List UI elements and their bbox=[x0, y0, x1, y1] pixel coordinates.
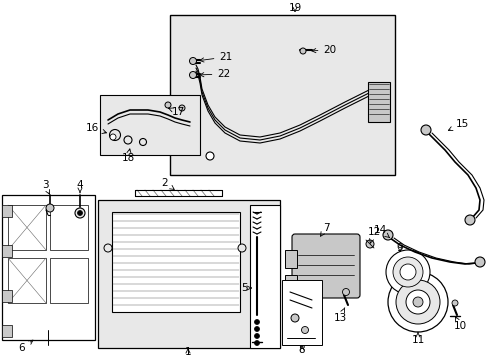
Text: 5: 5 bbox=[241, 283, 251, 293]
Text: 6: 6 bbox=[19, 340, 33, 353]
Bar bbox=[2, 290, 12, 302]
Circle shape bbox=[412, 297, 422, 307]
Text: 16: 16 bbox=[85, 123, 106, 134]
Circle shape bbox=[254, 333, 259, 338]
Circle shape bbox=[405, 290, 429, 314]
Circle shape bbox=[474, 257, 484, 267]
Text: 11: 11 bbox=[410, 332, 424, 345]
Bar bbox=[249, 205, 280, 348]
Bar bbox=[285, 250, 296, 268]
Circle shape bbox=[382, 230, 392, 240]
Bar bbox=[98, 200, 280, 348]
Bar bbox=[50, 205, 88, 250]
Text: 17: 17 bbox=[168, 107, 184, 117]
Circle shape bbox=[399, 264, 415, 280]
Circle shape bbox=[395, 280, 439, 324]
Text: 12: 12 bbox=[366, 227, 380, 243]
Bar bbox=[2, 205, 12, 217]
Circle shape bbox=[385, 250, 429, 294]
Circle shape bbox=[420, 125, 430, 135]
Circle shape bbox=[77, 211, 82, 216]
Bar bbox=[285, 275, 296, 290]
Text: 9: 9 bbox=[396, 243, 403, 253]
Text: 7: 7 bbox=[320, 223, 328, 236]
FancyBboxPatch shape bbox=[291, 234, 359, 298]
Bar bbox=[282, 280, 321, 345]
Text: 21: 21 bbox=[199, 52, 232, 62]
Circle shape bbox=[139, 139, 146, 145]
Bar bbox=[2, 325, 12, 337]
Bar bbox=[170, 15, 394, 175]
Circle shape bbox=[179, 105, 184, 111]
Circle shape bbox=[342, 288, 349, 296]
Circle shape bbox=[464, 215, 474, 225]
Text: 13: 13 bbox=[333, 308, 346, 323]
Bar bbox=[8, 205, 46, 250]
Text: 20: 20 bbox=[311, 45, 336, 55]
Circle shape bbox=[109, 130, 120, 140]
Circle shape bbox=[46, 204, 54, 212]
Text: 15: 15 bbox=[447, 119, 468, 131]
Circle shape bbox=[110, 134, 116, 140]
Circle shape bbox=[365, 240, 373, 248]
Text: 18: 18 bbox=[121, 149, 134, 163]
Bar bbox=[2, 245, 12, 257]
Bar bbox=[367, 82, 389, 122]
Bar bbox=[2, 195, 95, 340]
Text: 1: 1 bbox=[184, 347, 191, 357]
Circle shape bbox=[104, 244, 112, 252]
Bar bbox=[100, 95, 200, 155]
Bar bbox=[112, 212, 240, 312]
Circle shape bbox=[205, 152, 214, 160]
Circle shape bbox=[299, 48, 305, 54]
Circle shape bbox=[451, 300, 457, 306]
Text: 4: 4 bbox=[77, 180, 83, 193]
Circle shape bbox=[254, 327, 259, 332]
Circle shape bbox=[392, 257, 422, 287]
Bar bbox=[50, 258, 88, 303]
Circle shape bbox=[164, 102, 171, 108]
Circle shape bbox=[387, 272, 447, 332]
Circle shape bbox=[238, 244, 245, 252]
Text: 10: 10 bbox=[452, 317, 466, 331]
Circle shape bbox=[75, 208, 85, 218]
Text: 2: 2 bbox=[162, 178, 174, 189]
Circle shape bbox=[189, 58, 196, 64]
Text: 14: 14 bbox=[373, 225, 389, 238]
Circle shape bbox=[124, 136, 132, 144]
Bar bbox=[8, 258, 46, 303]
Circle shape bbox=[290, 314, 298, 322]
Text: 22: 22 bbox=[199, 69, 230, 79]
Text: 19: 19 bbox=[288, 3, 301, 13]
Circle shape bbox=[254, 341, 259, 346]
Text: 8: 8 bbox=[298, 345, 305, 355]
Circle shape bbox=[254, 320, 259, 324]
Circle shape bbox=[189, 72, 196, 78]
Text: 3: 3 bbox=[41, 180, 49, 194]
Circle shape bbox=[301, 327, 308, 333]
